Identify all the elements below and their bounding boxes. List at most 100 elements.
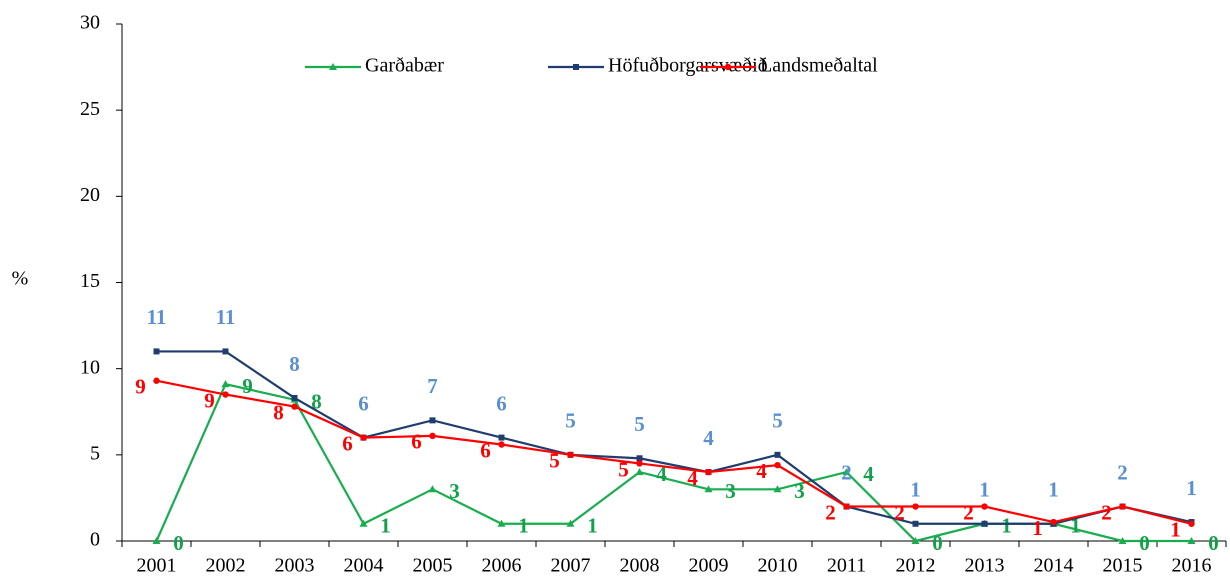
x-tick-label: 2005 <box>413 555 453 577</box>
marker <box>774 461 781 469</box>
legend-label: Landsmeðaltal <box>760 55 878 77</box>
value-label: 8 <box>311 389 322 413</box>
y-tick-label: 15 <box>80 270 100 292</box>
value-label: 0 <box>173 531 184 555</box>
value-label: 2 <box>963 500 974 524</box>
x-tick-label: 2008 <box>620 555 660 577</box>
marker <box>773 485 782 493</box>
legend-label: Garðabær <box>365 55 444 77</box>
value-label: 1 <box>518 514 529 538</box>
marker <box>153 377 160 384</box>
marker <box>573 64 579 70</box>
value-label: 2 <box>825 500 836 524</box>
marker <box>911 537 920 544</box>
value-label: 1 <box>979 478 990 502</box>
value-label: 3 <box>794 479 805 503</box>
x-tick-label: 2009 <box>689 555 729 577</box>
value-label: 5 <box>772 409 783 433</box>
marker <box>1187 537 1196 544</box>
marker <box>1119 503 1126 510</box>
value-label: 8 <box>273 400 284 424</box>
x-tick-label: 2010 <box>758 555 798 577</box>
series-line <box>156 350 1192 525</box>
value-label: 5 <box>565 409 576 433</box>
value-label: 1 <box>1048 478 1059 502</box>
marker <box>428 485 437 493</box>
value-label: 7 <box>427 374 438 398</box>
value-label: 5 <box>549 449 560 473</box>
x-tick-label: 2001 <box>137 555 177 577</box>
value-label: 9 <box>242 374 253 398</box>
value-label: 0 <box>1139 531 1150 555</box>
marker <box>359 519 368 527</box>
marker <box>1118 537 1127 544</box>
value-label: 6 <box>342 431 353 455</box>
value-label: 11 <box>147 305 167 329</box>
x-tick-label: 2013 <box>965 555 1005 577</box>
marker <box>291 394 298 401</box>
value-label: 8 <box>289 352 300 376</box>
value-label: 2 <box>1101 500 1112 524</box>
y-tick-label: 10 <box>80 356 100 378</box>
marker <box>981 503 988 510</box>
legend-label: Höfuðborgarsvæðið <box>608 55 768 77</box>
value-label: 6 <box>496 391 507 415</box>
x-tick-label: 2015 <box>1103 555 1143 577</box>
marker <box>152 537 161 544</box>
value-label: 1 <box>1186 476 1197 500</box>
value-label: 4 <box>863 462 874 486</box>
marker <box>222 391 229 398</box>
y-axis-label: % <box>12 268 29 290</box>
x-tick-label: 2004 <box>344 555 384 577</box>
marker <box>912 503 919 510</box>
x-tick-label: 2003 <box>275 555 315 577</box>
marker <box>497 519 506 527</box>
marker <box>705 468 712 476</box>
value-label: 1 <box>1032 516 1043 540</box>
marker <box>222 348 229 355</box>
x-tick-label: 2002 <box>206 555 246 577</box>
value-label: 9 <box>204 388 215 412</box>
value-label: 0 <box>932 531 943 555</box>
value-label: 9 <box>135 375 146 399</box>
marker <box>636 460 643 467</box>
x-tick-label: 2014 <box>1034 555 1074 577</box>
x-tick-label: 2011 <box>827 555 866 577</box>
marker <box>912 520 919 527</box>
marker <box>498 434 505 441</box>
value-label: 1 <box>587 514 598 538</box>
value-label: 3 <box>725 479 736 503</box>
marker <box>774 451 781 458</box>
y-tick-label: 20 <box>80 184 100 206</box>
y-tick-label: 25 <box>80 98 100 120</box>
value-label: 1 <box>380 514 391 538</box>
value-label: 4 <box>703 426 714 450</box>
marker <box>843 503 850 510</box>
marker <box>981 520 988 527</box>
marker <box>221 380 230 388</box>
value-label: 0 <box>1208 531 1219 555</box>
y-tick-label: 5 <box>90 442 100 464</box>
y-tick-label: 0 <box>90 529 100 551</box>
marker <box>1188 520 1195 527</box>
marker <box>291 403 298 410</box>
y-tick-label: 30 <box>80 12 100 34</box>
marker <box>636 455 643 462</box>
marker <box>329 63 337 70</box>
value-label: 1 <box>1070 514 1081 538</box>
value-label: 6 <box>358 391 369 415</box>
marker <box>842 468 851 476</box>
value-label: 6 <box>411 430 422 454</box>
marker <box>635 468 644 476</box>
value-label: 1 <box>910 478 921 502</box>
marker <box>498 441 505 448</box>
x-tick-label: 2016 <box>1172 555 1212 577</box>
marker <box>153 348 160 355</box>
value-label: 11 <box>216 305 236 329</box>
marker <box>724 63 732 71</box>
value-label: 4 <box>656 462 667 486</box>
value-label: 5 <box>618 457 629 481</box>
x-tick-label: 2006 <box>482 555 522 577</box>
value-label: 6 <box>480 438 491 462</box>
marker <box>1050 518 1057 526</box>
